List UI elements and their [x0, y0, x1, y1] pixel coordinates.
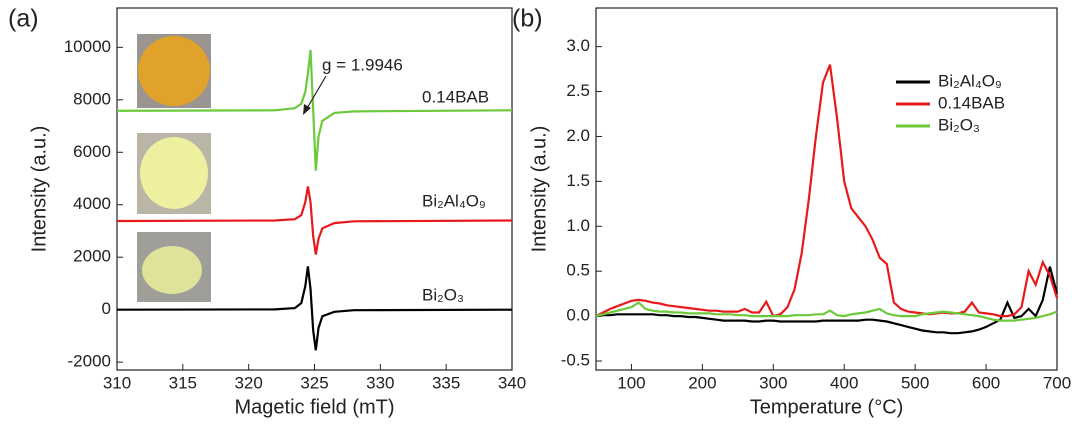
x-tick-label: 325 [300, 373, 328, 392]
series-label: Bi₂Al₄O₉ [422, 191, 486, 210]
x-tick-label: 100 [617, 373, 645, 392]
data-line [595, 266, 1059, 335]
data-line [116, 49, 513, 171]
legend-label: Bi₂O₃ [938, 115, 980, 134]
y-tick-label: 2.0 [566, 126, 590, 145]
legend-label: Bi₂Al₄O₉ [938, 71, 1002, 90]
y-tick-label: -2000 [68, 352, 111, 371]
data-line [116, 186, 513, 255]
x-tick-label: 310 [103, 373, 131, 392]
y-axis-label: Intensity (a.u.) [28, 126, 50, 253]
y-tick-label: 0.0 [566, 306, 590, 325]
y-tick-label: 0 [102, 299, 111, 318]
legend-label: 0.14BAB [938, 93, 1005, 112]
x-tick-label: 400 [830, 373, 858, 392]
x-tick-label: 600 [972, 373, 1000, 392]
data-line [116, 266, 513, 351]
y-tick-label: 3.0 [566, 36, 590, 55]
y-tick-label: 8000 [73, 89, 111, 108]
photo-powder [140, 137, 208, 209]
x-tick-label: 500 [901, 373, 929, 392]
x-tick-label: 330 [366, 373, 394, 392]
data-line [595, 301, 1058, 322]
y-tick-label: 6000 [73, 142, 111, 161]
x-axis-label: Temperature (°C) [750, 396, 904, 418]
data-line [595, 64, 1059, 318]
annotation-arrowhead [303, 104, 311, 115]
y-tick-label: 4000 [73, 194, 111, 213]
x-tick-label: 200 [688, 373, 716, 392]
panel-label: (b) [512, 5, 543, 33]
photo-powder [142, 246, 202, 294]
y-tick-label: 1.5 [566, 171, 590, 190]
y-tick-label: 1.0 [566, 216, 590, 235]
x-tick-label: 340 [498, 373, 526, 392]
y-tick-label: 2.5 [566, 81, 590, 100]
series-label: Bi₂O₃ [422, 285, 464, 304]
annotation-arrow [305, 75, 327, 111]
x-tick-label: 335 [432, 373, 460, 392]
plot-frame [595, 7, 1058, 371]
x-tick-label: 315 [169, 373, 197, 392]
panel-label: (a) [8, 5, 39, 33]
annotation: g = 1.9946 [322, 55, 403, 74]
y-tick-label: 0.5 [566, 261, 590, 280]
series-label: 0.14BAB [422, 87, 489, 106]
y-tick-label: 10000 [64, 37, 111, 56]
photo-powder [138, 36, 210, 106]
x-tick-label: 700 [1043, 373, 1071, 392]
plot-frame [116, 7, 513, 371]
y-axis-label: Intensity (a.u.) [528, 126, 550, 253]
y-tick-label: 2000 [73, 247, 111, 266]
y-tick-label: -0.5 [561, 351, 590, 370]
x-axis-label: Magetic field (mT) [234, 396, 394, 418]
x-tick-label: 320 [234, 373, 262, 392]
x-tick-label: 300 [759, 373, 787, 392]
